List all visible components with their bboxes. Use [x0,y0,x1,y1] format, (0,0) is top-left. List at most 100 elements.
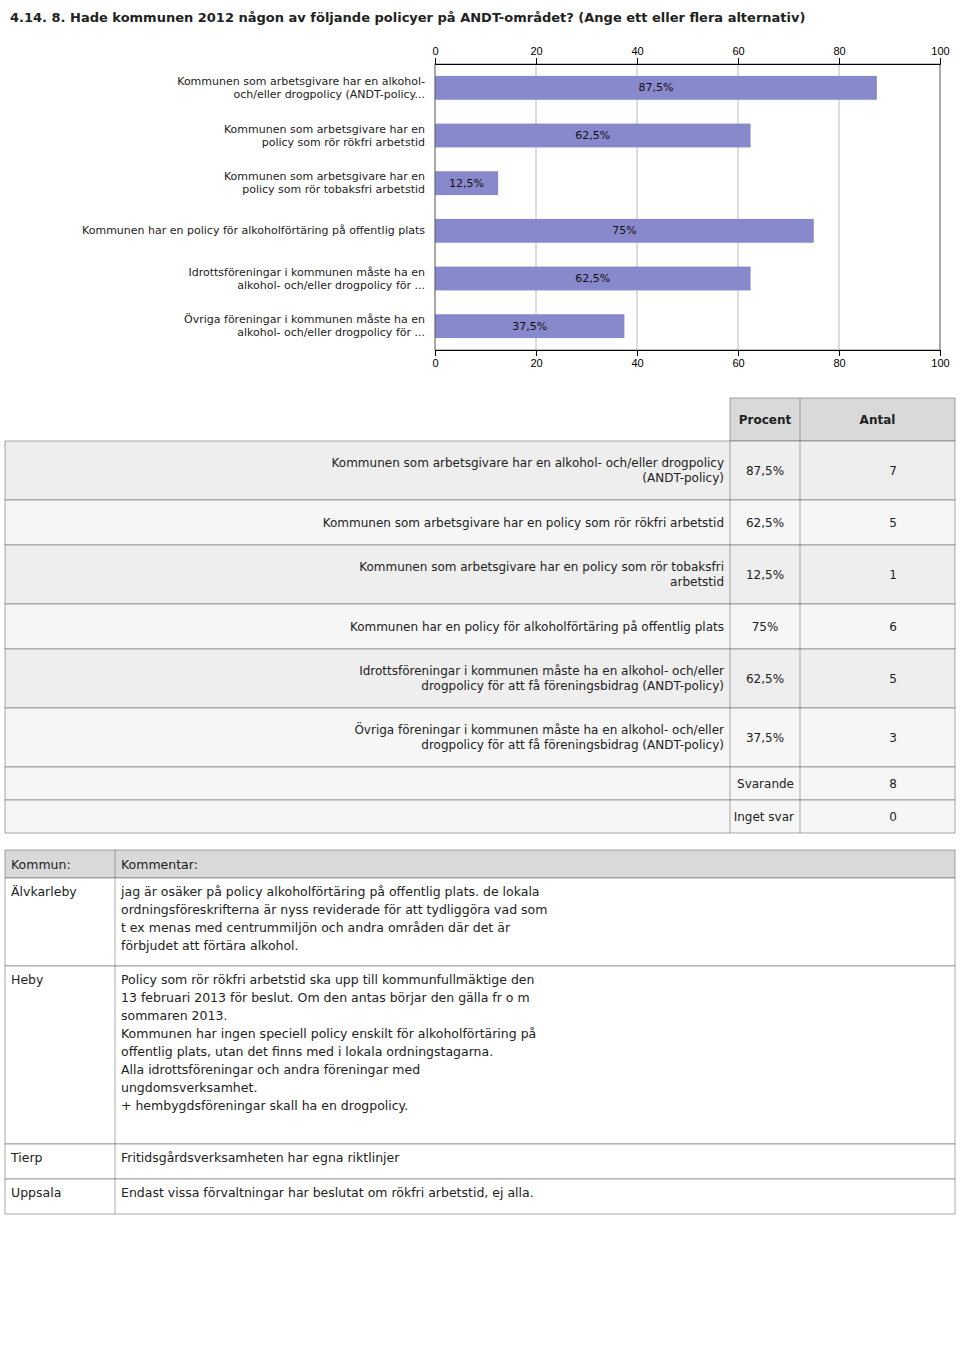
tick-mark [637,350,638,356]
table-percent: 62,5% [746,672,784,686]
tick-mark [435,58,436,64]
comments-text-line: Alla idrottsföreningar och andra förenin… [121,1062,420,1077]
category-label-line: alkohol- och/eller drogpolicy för ... [237,279,425,292]
data-label: 62,5% [575,272,610,285]
table-row-label-line: Kommunen som arbetsgivare har en policy … [323,516,724,530]
comments-header-label: Kommentar: [121,857,198,872]
table-row [5,649,955,708]
comments-kommun-line: Heby [11,972,44,987]
grid-line [536,64,537,350]
table-rule [800,500,801,545]
table-rule [115,966,116,1144]
table-rule [800,604,801,649]
chart: 4.14. 8. Hade kommunen 2012 någon av föl… [10,10,950,369]
comments-kommun: Heby [11,972,44,987]
comments-text-line: ordningsföreskrifterna är nyss reviderad… [121,902,547,917]
comments-header-label: Kommun: [11,857,71,872]
tick: 20 [530,45,542,64]
category-labels: Kommunen som arbetsgivare har en alkohol… [82,75,425,339]
category-label-line: Kommunen som arbetsgivare har en [224,123,425,136]
tick-mark [435,350,436,356]
table-row-label-line: Kommunen har en policy för alkoholförtär… [350,620,724,634]
data-label: 12,5% [449,177,484,190]
category-label-line: policy som rör rökfri arbetstid [262,136,425,149]
tick-label: 0 [432,45,438,57]
bar [435,171,498,195]
tick-mark [738,58,739,64]
table-percent: 75% [752,620,779,634]
bar [435,219,814,243]
x-axis-top: 0 20 40 60 80 100 [432,45,949,65]
tick-label: 60 [732,45,744,57]
category-label: Kommunen som arbetsgivare har enpolicy s… [224,170,425,196]
table-count: 0 [889,810,897,824]
table-percent: 12,5% [746,568,784,582]
comments-text-line: sommaren 2013. [121,1008,227,1023]
table-row-label: Svarande [737,777,794,791]
table-header-cell [730,398,955,441]
tick-label: 60 [732,357,744,369]
tick: 20 [530,350,542,369]
tick-mark [839,350,840,356]
tick-label: 40 [631,357,643,369]
table-row-label-line: Idrottsföreningar i kommunen måste ha en… [359,664,724,678]
comments-row [5,1144,955,1179]
chart-title: 4.14. 8. Hade kommunen 2012 någon av föl… [10,10,805,25]
table-row-label: Kommunen som arbetsgivare har en policy … [323,516,724,530]
grid-line [738,64,739,350]
category-label-line: policy som rör tobaksfri arbetstid [242,183,425,196]
tick-mark [738,350,739,356]
table-row-label: Kommunen som arbetsgivare har en alkohol… [332,456,724,485]
category-label: Kommunen har en policy för alkoholförtär… [82,224,425,237]
comments-text: Fritidsgårdsverksamheten har egna riktli… [121,1150,400,1165]
comments-table: Kommun: Kommentar: Älvkarleby jag är osäker… [5,850,955,1214]
category-label-line: Kommunen som arbetsgivare har en alkohol… [177,75,425,88]
tick: 100 [931,45,949,64]
category-label: Kommunen som arbetsgivare har en alkohol… [177,75,425,101]
data-label: 62,5% [575,129,610,142]
comments-row [5,1179,955,1214]
comments-header [5,850,955,878]
comments-kommun: Älvkarleby [11,884,77,899]
table-row-label: Idrottsföreningar i kommunen måste ha en… [359,664,724,693]
tick-mark [536,350,537,356]
table-rule [730,604,731,649]
comments-text-line: offentlig plats, utan det finns med i lo… [121,1044,493,1059]
tick-label: 80 [833,357,845,369]
table-percent: 37,5% [746,731,784,745]
comments-text-line: + hembygdsföreningar skall ha en drogpol… [121,1098,408,1113]
category-label-line: Idrottsföreningar i kommunen måste ha en [188,266,425,279]
tick-label: 20 [530,45,542,57]
category-label: Övriga föreningar i kommunen måste ha en… [184,313,425,339]
table-row-label-line: Övriga föreningar i kommunen måste ha en… [354,721,724,737]
table-row-label-line: (ANDT-policy) [642,471,724,485]
comments-text-line: förbjudet att förtära alkohol. [121,938,299,953]
comments-text: jag är osäker på policy alkoholförtäring… [120,884,547,953]
comments-text-line: 13 februari 2013 för beslut. Om den anta… [121,990,530,1005]
comments-kommun-line: Uppsala [11,1185,61,1200]
category-label: Kommunen som arbetsgivare har enpolicy s… [224,123,425,149]
comments-text-line: Fritidsgårdsverksamheten har egna riktli… [121,1150,400,1165]
comments-text-line: Endast vissa förvaltningar har beslutat … [121,1185,534,1200]
table-row-label: Kommunen som arbetsgivare har en policy … [359,560,724,589]
table-rule [115,878,116,966]
tick-label: 40 [631,45,643,57]
table-rule [800,545,801,604]
data-table: ProcentAntalKommunen som arbetsgivare ha… [5,398,955,833]
table-row-label: Övriga föreningar i kommunen måste ha en… [354,721,724,752]
tick-label: 100 [931,357,949,369]
axis-domain [436,58,941,65]
comments-kommun-line: Tierp [10,1150,43,1165]
table-rule [115,850,116,878]
tick: 60 [732,350,744,369]
tick-mark [940,58,941,64]
tick: 80 [833,45,845,64]
comments-text-line: t ex menas med centrummiljön och andra o… [121,920,511,935]
table-rule [730,708,731,767]
tick-label: 80 [833,45,845,57]
table-rule [730,441,731,500]
comments-text-line: jag är osäker på policy alkoholförtäring… [120,884,540,899]
tick: 0 [432,45,438,64]
table-count: 5 [889,672,897,686]
table-row [5,441,955,500]
